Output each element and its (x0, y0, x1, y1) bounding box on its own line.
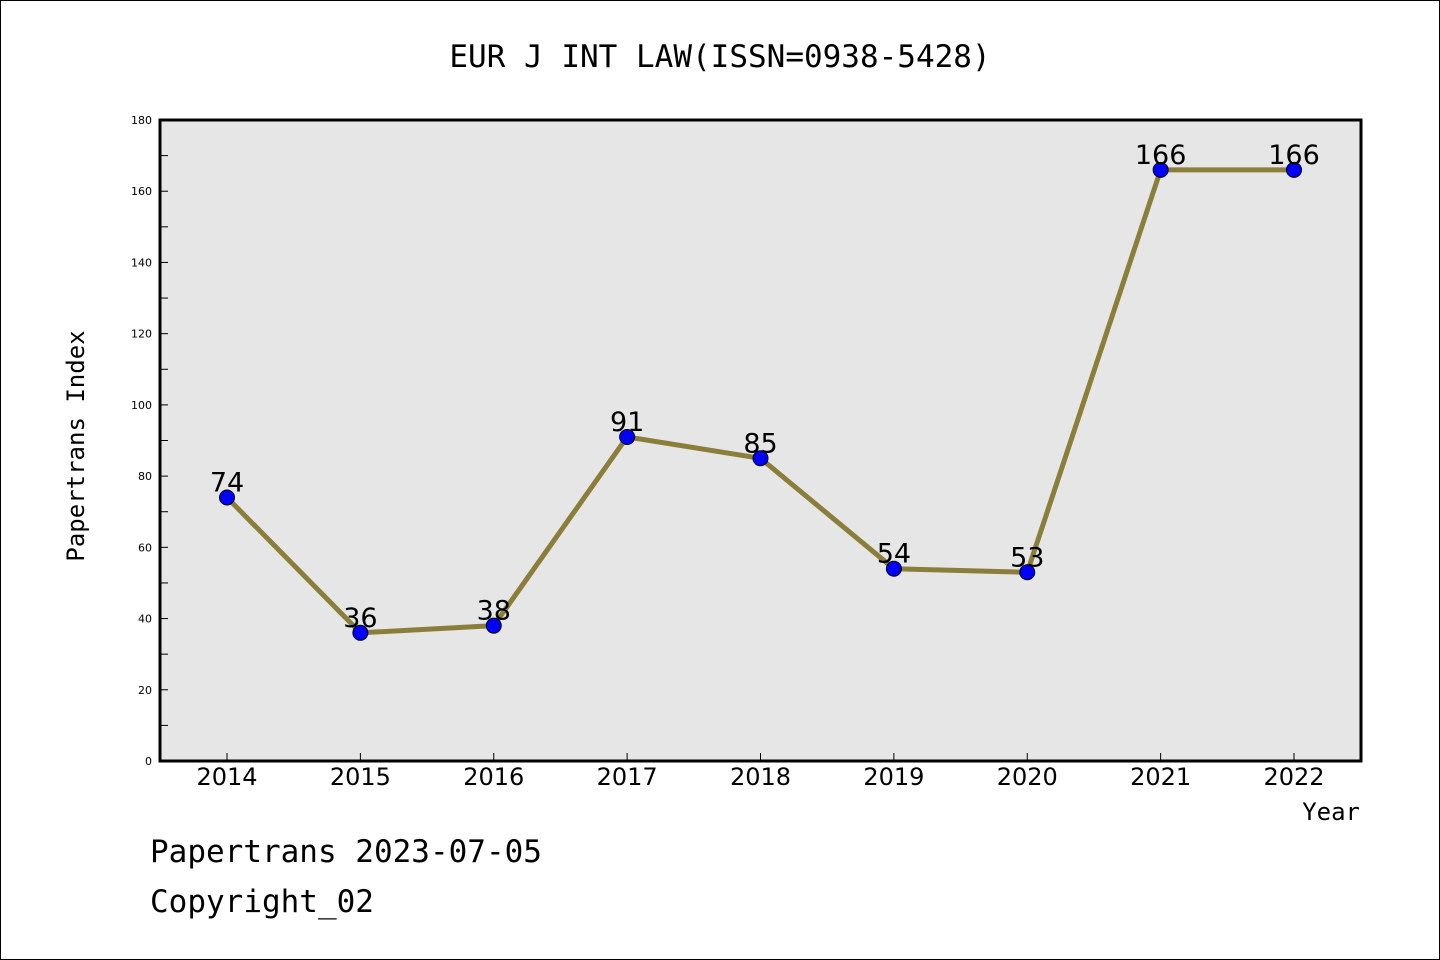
data-label: 38 (477, 596, 511, 627)
y-tick-label: 60 (138, 541, 152, 554)
chart-title: EUR J INT LAW(ISSN=0938-5428) (449, 39, 990, 75)
data-point (485, 617, 502, 634)
data-point (1286, 161, 1302, 178)
data-point (885, 560, 902, 577)
x-tick-label: 2019 (863, 763, 924, 791)
data-point (752, 450, 769, 467)
y-axis: 0 20 40 60 80 100 120 140 160 180 (131, 114, 168, 768)
data-label: 85 (743, 428, 777, 459)
x-tick-label: 2015 (330, 763, 391, 791)
data-label: 54 (877, 539, 911, 570)
x-tick-label: 2021 (1130, 763, 1191, 791)
y-axis-label: Papertrans Index (62, 330, 90, 561)
y-tick-label: 180 (131, 114, 152, 127)
data-label: 53 (1010, 542, 1044, 573)
y-tick-label: 20 (138, 684, 152, 697)
y-tick-label: 40 (138, 613, 152, 626)
data-label: 166 (1268, 140, 1320, 171)
data-label: 91 (610, 407, 644, 438)
x-tick-label: 2022 (1263, 763, 1324, 791)
data-point (1152, 161, 1169, 178)
y-tick-label: 100 (131, 399, 152, 412)
data-point (219, 489, 235, 506)
x-tick-label: 2017 (597, 763, 658, 791)
y-tick-label: 140 (131, 256, 152, 269)
x-axis: 2014 2015 2016 2017 2018 2019 2020 2021 2022 (196, 753, 1325, 791)
x-tick-label: 2018 (730, 763, 791, 791)
data-point (352, 624, 369, 641)
footer-date: Papertrans 2023-07-05 (150, 834, 542, 870)
x-axis-label: Year (1302, 798, 1360, 826)
data-label: 166 (1135, 140, 1187, 171)
x-tick-label: 2016 (463, 763, 524, 791)
data-point (619, 428, 636, 445)
footer-copyright: Copyright_02 (150, 884, 374, 920)
x-tick-label: 2020 (997, 763, 1058, 791)
x-tick-label: 2014 (196, 763, 257, 791)
y-tick-label: 120 (131, 328, 152, 341)
y-tick-label: 80 (138, 470, 152, 483)
plot-area (158, 118, 1363, 763)
series-layer: 74 36 38 91 85 54 53 166 166 (210, 140, 1320, 641)
y-tick-label: 160 (131, 185, 152, 198)
y-tick-label: 0 (145, 755, 152, 768)
data-point (1019, 564, 1036, 581)
data-label: 36 (343, 603, 377, 634)
data-label: 74 (210, 467, 244, 498)
